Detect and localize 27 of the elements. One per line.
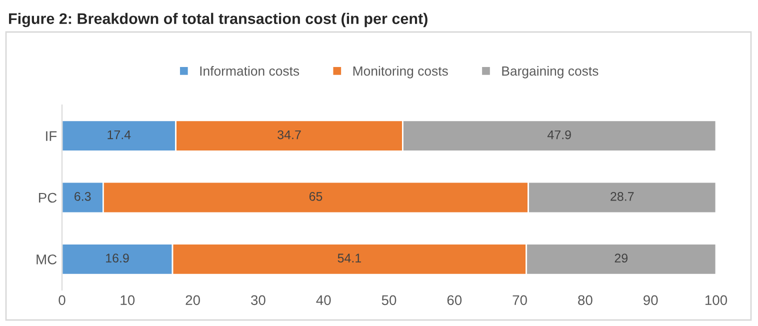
legend-label: Monitoring costs — [353, 66, 448, 78]
data-label: 6.3 — [74, 192, 91, 201]
y-tick-label: PC — [38, 192, 57, 203]
x-tick-label: 70 — [512, 295, 527, 306]
x-tick-label: 0 — [58, 295, 66, 306]
x-tick-label: 50 — [382, 295, 396, 306]
data-label: 29 — [614, 254, 628, 263]
y-tick-label: MC — [36, 254, 57, 264]
x-tick-label: 90 — [644, 295, 658, 306]
data-label: 54.1 — [338, 254, 361, 263]
data-label: 65 — [309, 192, 322, 201]
chart-title: Figure 2: Breakdown of total transaction cost (in per cent) — [9, 12, 428, 28]
data-label: 17.4 — [108, 130, 131, 140]
data-label: 34.7 — [278, 130, 301, 140]
legend-label: Bargaining costs — [502, 66, 598, 78]
x-tick-label: 40 — [316, 295, 331, 306]
x-tick-label: 10 — [120, 295, 135, 306]
legend-label: Information costs — [200, 66, 300, 76]
x-tick-label: 60 — [447, 295, 462, 306]
x-tick-label: 20 — [186, 295, 200, 306]
data-label: 16.9 — [106, 254, 129, 263]
x-tick-label: 80 — [578, 295, 592, 306]
data-label: 47.9 — [547, 130, 571, 140]
data-label: 28.7 — [610, 192, 634, 201]
y-tick-label: IF — [46, 131, 57, 141]
x-tick-label: 100 — [705, 295, 728, 306]
x-tick-label: 30 — [251, 295, 266, 306]
